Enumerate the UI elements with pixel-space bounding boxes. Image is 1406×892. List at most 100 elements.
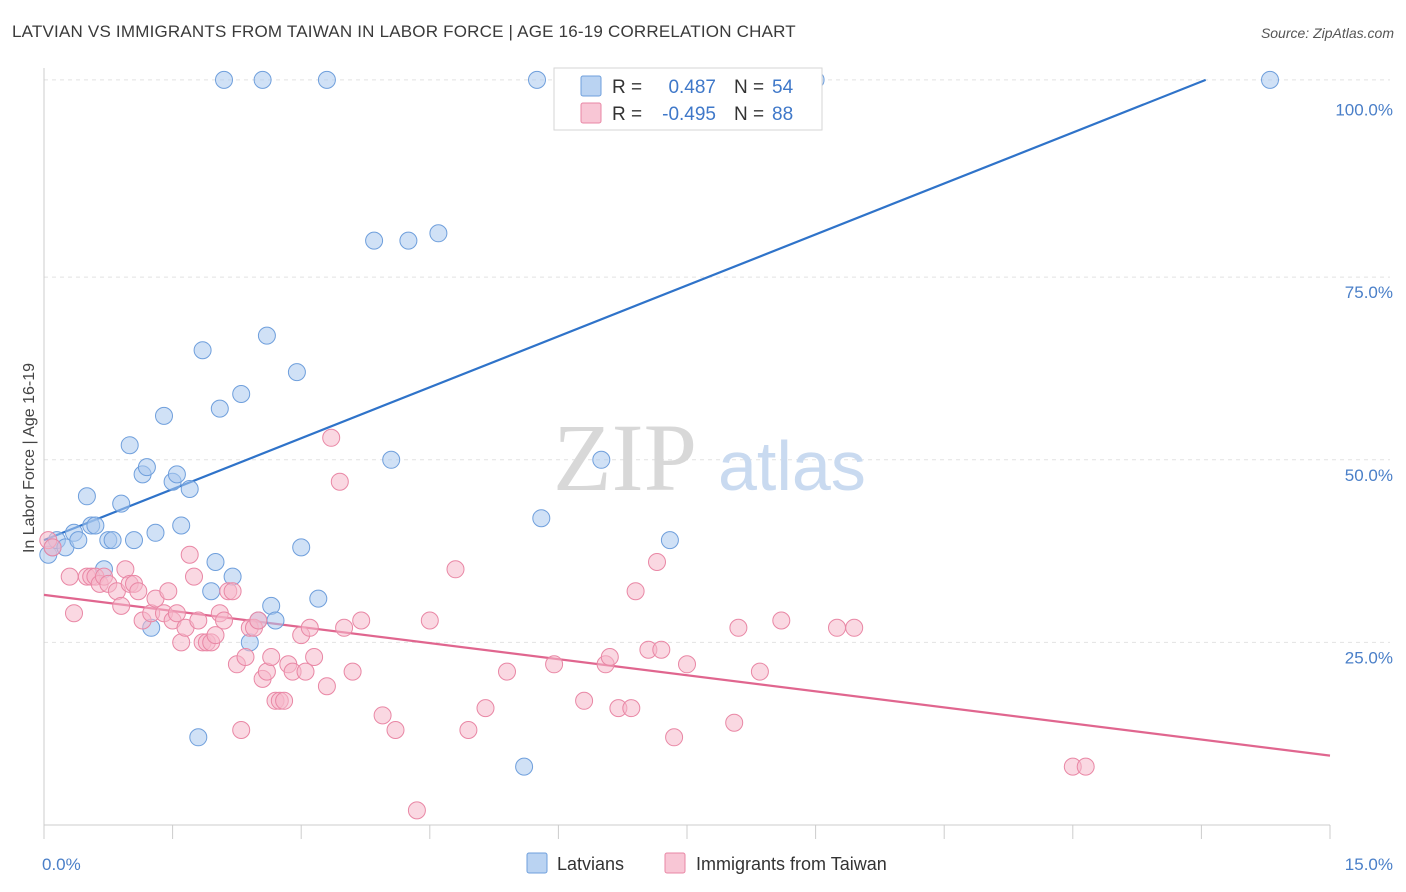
point-taiwan-53 bbox=[305, 648, 324, 666]
point-taiwan-56 bbox=[330, 472, 349, 491]
point-latvians-47 bbox=[532, 509, 551, 528]
point-taiwan-20 bbox=[159, 582, 178, 601]
point-taiwan-35 bbox=[223, 582, 242, 601]
stats-n-label-taiwan: N = bbox=[734, 104, 764, 125]
point-taiwan-77 bbox=[652, 640, 671, 659]
point-latvians-53 bbox=[1261, 70, 1279, 89]
stats-r-value-latvians: 0.487 bbox=[668, 77, 716, 98]
point-taiwan-3 bbox=[65, 604, 83, 623]
point-latvians-8 bbox=[86, 516, 105, 535]
point-taiwan-38 bbox=[236, 648, 255, 666]
y-tick-label-2: 75.0% bbox=[1345, 283, 1393, 302]
point-taiwan-78 bbox=[665, 728, 684, 747]
stats-r-label-taiwan: R = bbox=[612, 104, 642, 125]
point-taiwan-47 bbox=[275, 691, 294, 710]
point-taiwan-59 bbox=[352, 611, 371, 630]
x-tick-label-1: 15.0% bbox=[1345, 855, 1393, 874]
point-taiwan-74 bbox=[626, 582, 645, 601]
stats-swatch-latvians bbox=[580, 75, 602, 97]
point-taiwan-11 bbox=[112, 596, 131, 615]
point-taiwan-69 bbox=[575, 691, 594, 710]
point-latvians-5 bbox=[69, 531, 88, 550]
point-latvians-22 bbox=[180, 480, 199, 498]
point-taiwan-82 bbox=[750, 662, 769, 681]
point-latvians-35 bbox=[257, 326, 276, 345]
chart-title: LATVIAN VS IMMIGRANTS FROM TAIWAN IN LAB… bbox=[12, 22, 796, 41]
point-taiwan-57 bbox=[335, 618, 354, 637]
point-taiwan-25 bbox=[180, 545, 199, 564]
point-taiwan-87 bbox=[1076, 757, 1095, 776]
point-latvians-29 bbox=[215, 70, 233, 89]
stats-n-label-latvians: N = bbox=[734, 77, 764, 98]
point-taiwan-15 bbox=[129, 582, 148, 601]
point-latvians-18 bbox=[146, 523, 165, 542]
point-taiwan-41 bbox=[249, 611, 268, 630]
point-taiwan-33 bbox=[215, 611, 233, 630]
point-latvians-13 bbox=[120, 436, 139, 455]
point-latvians-31 bbox=[232, 385, 251, 403]
point-latvians-16 bbox=[137, 458, 156, 477]
y-tick-labels: 25.0% 50.0% 75.0% 100.0% bbox=[1335, 101, 1393, 668]
point-taiwan-84 bbox=[828, 618, 846, 637]
point-latvians-46 bbox=[515, 757, 534, 776]
point-taiwan-83 bbox=[772, 611, 791, 630]
stats-r-label-latvians: R = bbox=[612, 77, 642, 98]
stats-n-value-latvians: 54 bbox=[772, 77, 794, 98]
point-taiwan-80 bbox=[725, 713, 744, 732]
point-latvians-38 bbox=[287, 363, 306, 382]
legend-swatch-taiwan bbox=[664, 852, 686, 874]
point-taiwan-26 bbox=[185, 567, 203, 586]
point-latvians-45 bbox=[429, 224, 448, 243]
legend-label-taiwan: Immigrants from Taiwan bbox=[696, 854, 887, 874]
point-latvians-43 bbox=[382, 450, 401, 469]
point-taiwan-64 bbox=[446, 560, 465, 579]
point-taiwan-73 bbox=[622, 699, 641, 718]
point-latvians-19 bbox=[155, 406, 173, 425]
point-latvians-6 bbox=[77, 487, 96, 506]
point-latvians-27 bbox=[206, 553, 225, 571]
bottom-legend: Latvians Immigrants from Taiwan bbox=[526, 852, 887, 874]
point-taiwan-66 bbox=[476, 699, 495, 718]
x-tick-labels: 0.0% 15.0% bbox=[42, 855, 1393, 874]
y-axis-label: In Labor Force | Age 16-19 bbox=[21, 363, 38, 553]
watermark-atlas: atlas bbox=[718, 427, 866, 505]
y-tick-label-3: 100.0% bbox=[1335, 101, 1393, 120]
point-taiwan-55 bbox=[322, 428, 341, 447]
stats-r-value-taiwan: -0.495 bbox=[662, 104, 716, 125]
legend-label-latvians: Latvians bbox=[557, 854, 624, 874]
point-taiwan-62 bbox=[407, 801, 426, 820]
point-taiwan-68 bbox=[545, 655, 564, 674]
trend-line-latvians bbox=[43, 78, 1207, 542]
gridlines bbox=[44, 79, 1390, 643]
point-taiwan-81 bbox=[729, 618, 748, 637]
axes bbox=[43, 68, 1331, 839]
y-tick-label-0: 25.0% bbox=[1345, 648, 1393, 667]
point-latvians-12 bbox=[112, 494, 131, 513]
point-taiwan-2 bbox=[60, 567, 79, 586]
point-latvians-40 bbox=[309, 589, 328, 608]
point-latvians-28 bbox=[210, 399, 229, 418]
point-latvians-14 bbox=[125, 531, 143, 550]
point-taiwan-67 bbox=[498, 662, 516, 681]
point-taiwan-79 bbox=[678, 655, 696, 674]
point-taiwan-58 bbox=[343, 662, 362, 681]
stats-swatch-taiwan bbox=[580, 102, 602, 124]
point-taiwan-85 bbox=[845, 618, 864, 637]
point-latvians-23 bbox=[172, 516, 191, 535]
point-latvians-34 bbox=[253, 70, 272, 89]
point-latvians-37 bbox=[266, 611, 285, 630]
point-taiwan-54 bbox=[317, 677, 336, 696]
point-latvians-41 bbox=[317, 70, 336, 89]
point-taiwan-71 bbox=[600, 648, 619, 666]
point-latvians-21 bbox=[167, 465, 186, 484]
point-taiwan-37 bbox=[232, 721, 251, 739]
point-taiwan-76 bbox=[648, 553, 666, 571]
x-tick-label-0: 0.0% bbox=[42, 855, 81, 874]
point-latvians-50 bbox=[660, 531, 679, 550]
watermark-zip: ZIP bbox=[553, 404, 697, 511]
point-latvians-42 bbox=[365, 231, 384, 250]
point-taiwan-63 bbox=[420, 611, 439, 630]
point-taiwan-27 bbox=[189, 611, 208, 630]
point-taiwan-60 bbox=[373, 706, 392, 725]
